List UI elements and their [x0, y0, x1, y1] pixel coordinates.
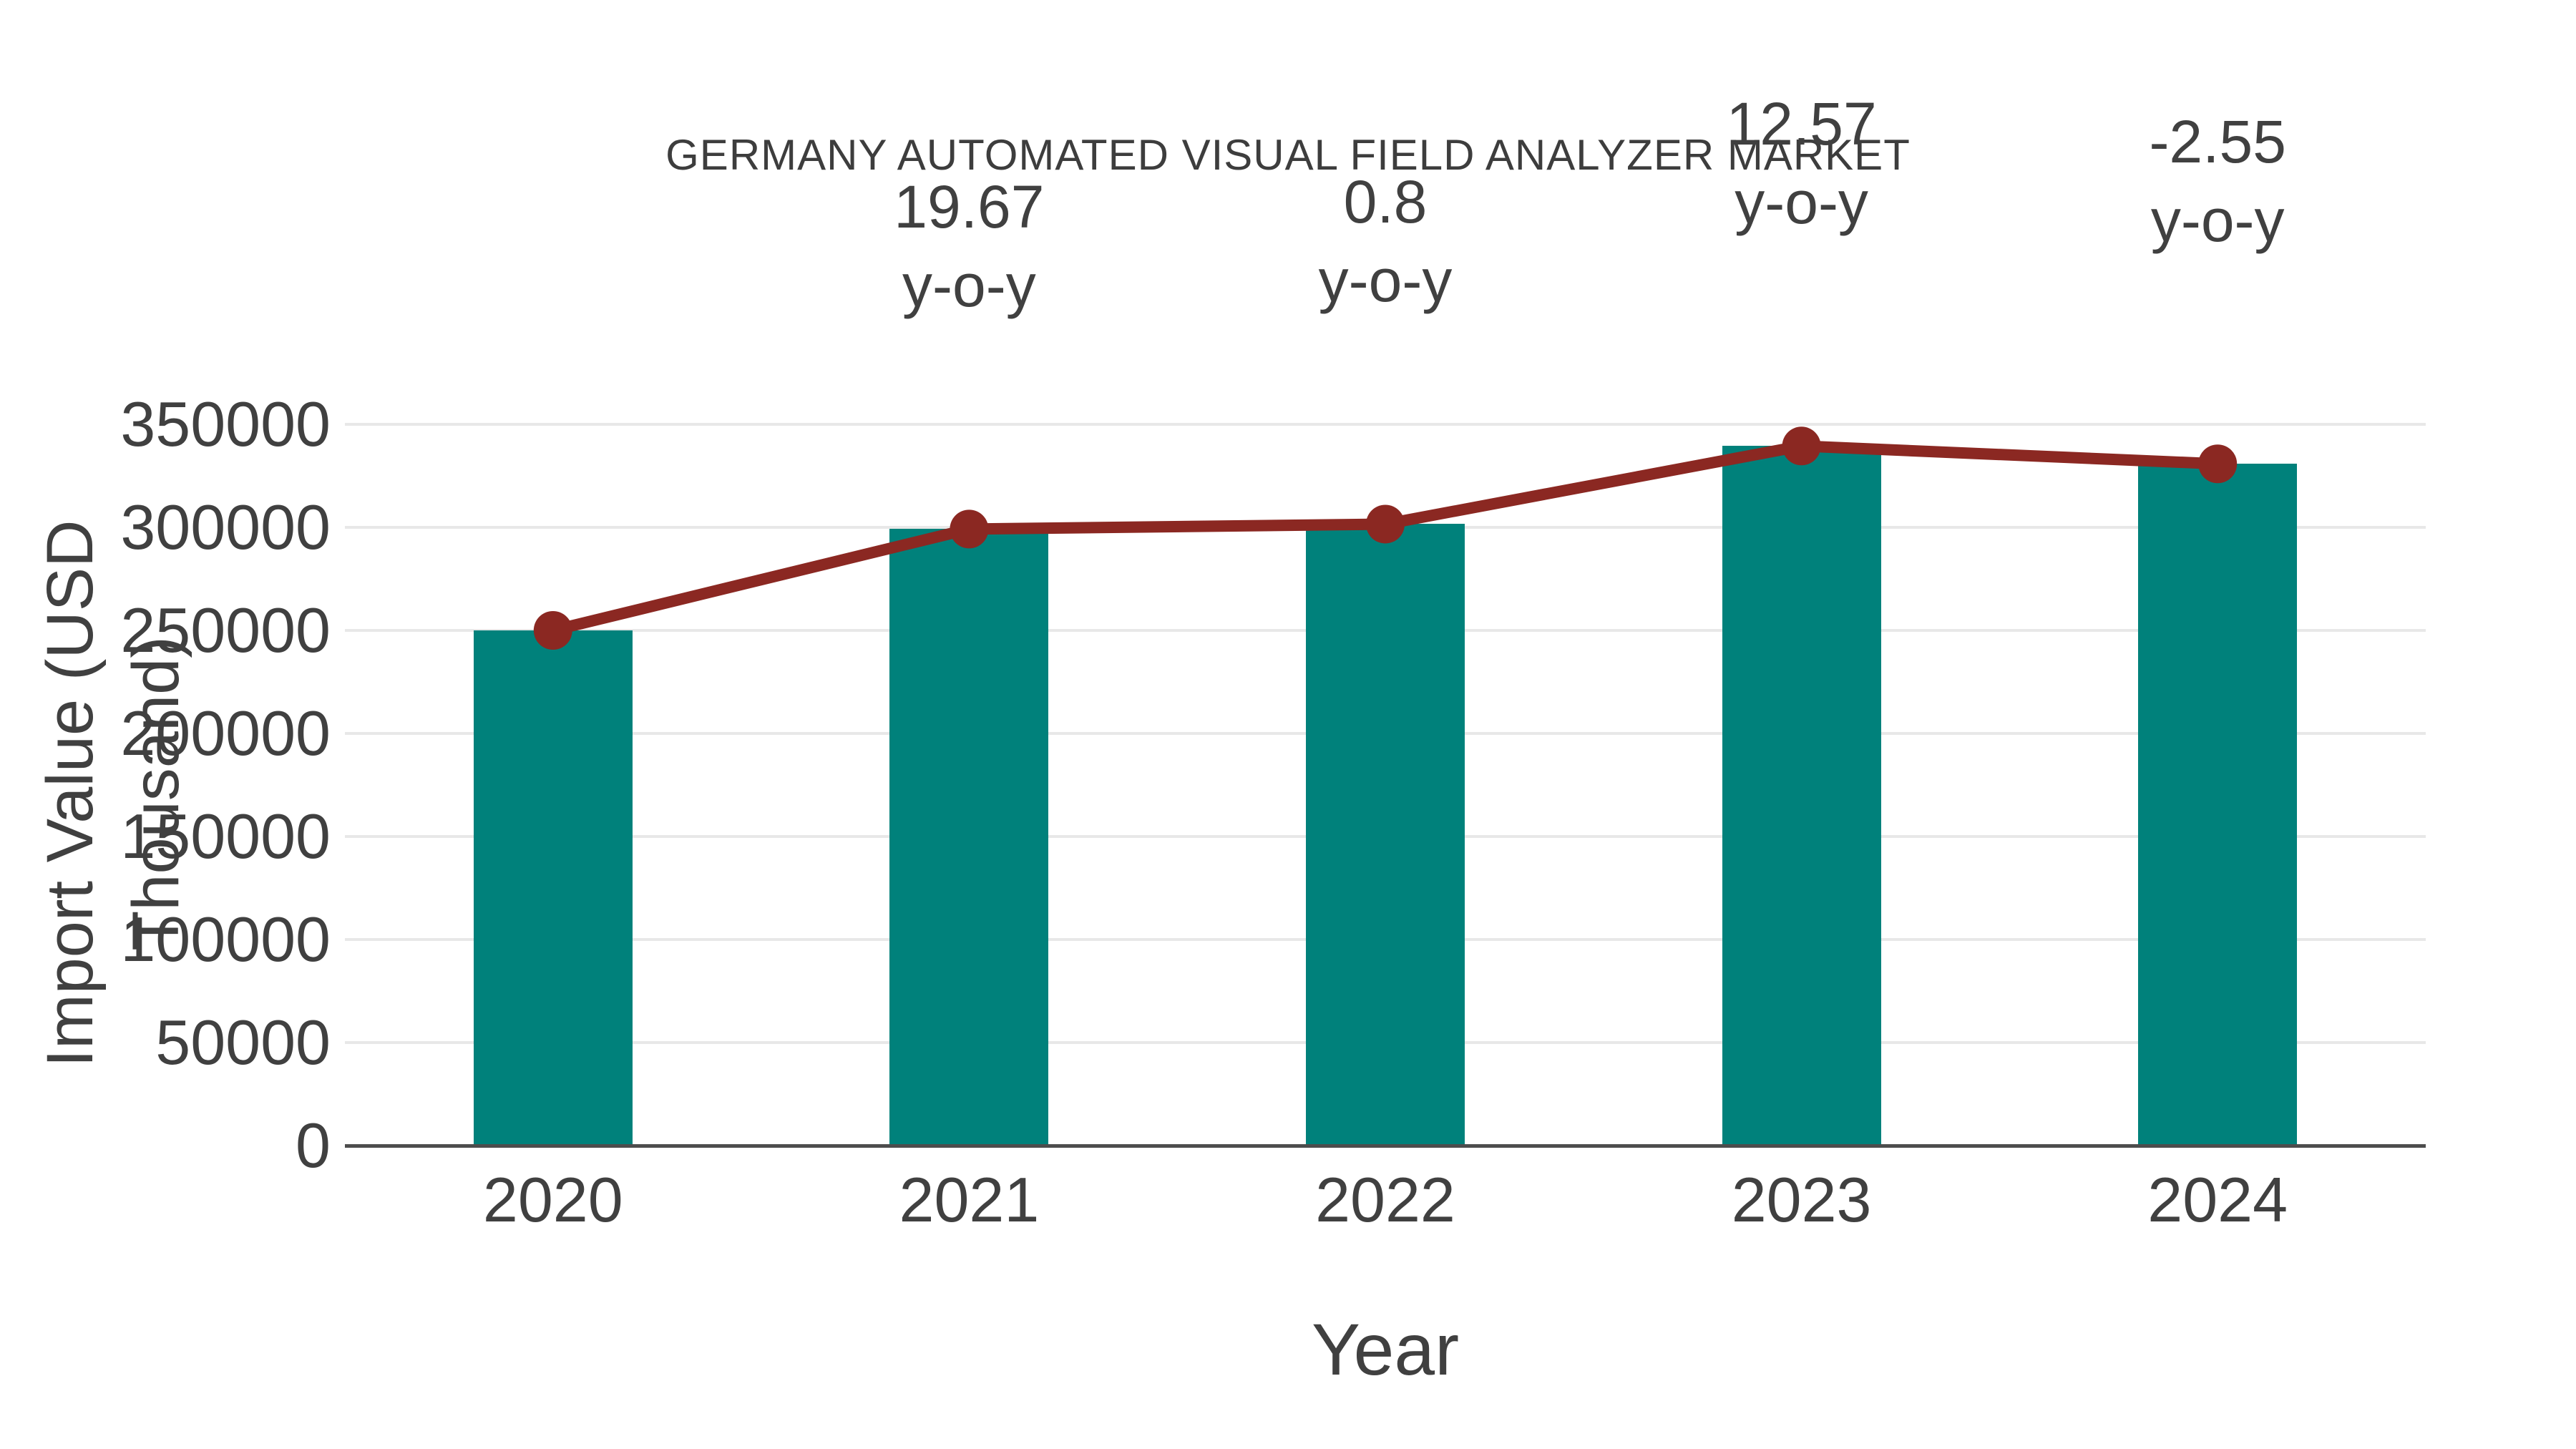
y-tick-label: 350000 — [120, 389, 331, 459]
x-tick-label-2022: 2022 — [1315, 1164, 1455, 1235]
x-tick-label-2023: 2023 — [1731, 1164, 1872, 1235]
y-tick-label: 50000 — [155, 1007, 331, 1078]
yoy-annotation-2024: -2.55 y-o-y — [1996, 102, 2439, 260]
x-tick-label-2024: 2024 — [2147, 1164, 2288, 1235]
yoy-annotation-2022: 0.8 y-o-y — [1163, 162, 1607, 320]
yoy-annotation-2021: 19.67 y-o-y — [747, 167, 1191, 325]
yoy-annotation-2023: 12.57 y-o-y — [1580, 84, 2024, 242]
x-axis-line — [345, 1144, 2426, 1148]
bar-2022 — [1306, 524, 1465, 1146]
bar-2023 — [1722, 446, 1881, 1146]
yoy-label: y-o-y — [1735, 169, 1868, 237]
y-tick-label: 300000 — [120, 492, 331, 562]
y-tick-label: 0 — [296, 1110, 331, 1181]
x-axis-title: Year — [1311, 1309, 1460, 1390]
gridline — [345, 423, 2426, 426]
yoy-label: y-o-y — [1318, 247, 1453, 315]
chart-title: GERMANY AUTOMATED VISUAL FIELD ANALYZER … — [665, 131, 1911, 179]
bar-2020 — [473, 630, 633, 1146]
y-tick-label: 100000 — [120, 904, 331, 975]
y-tick-label: 250000 — [120, 595, 331, 665]
yoy-value: 12.57 — [1726, 90, 1877, 158]
yoy-label: y-o-y — [902, 252, 1036, 320]
x-tick-label-2020: 2020 — [482, 1164, 623, 1235]
yoy-value: 19.67 — [894, 173, 1045, 241]
y-tick-label: 200000 — [120, 698, 331, 769]
x-tick-label-2021: 2021 — [899, 1164, 1040, 1235]
yoy-value: 0.8 — [1343, 168, 1428, 236]
yoy-value: -2.55 — [2149, 108, 2286, 176]
y-tick-label: 150000 — [120, 801, 331, 872]
bar-2021 — [889, 529, 1049, 1146]
yoy-label: y-o-y — [2150, 187, 2285, 255]
bar-2024 — [2138, 464, 2298, 1146]
